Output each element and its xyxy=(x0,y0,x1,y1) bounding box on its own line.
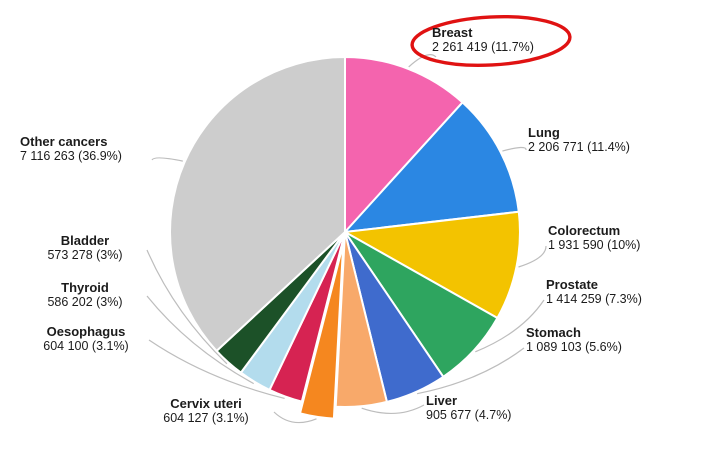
slice-value: 604 100 (3.1%) xyxy=(43,339,129,354)
slice-label-cervix-uteri: Cervix uteri 604 127 (3.1%) xyxy=(140,396,272,426)
leader-line-thyroid xyxy=(146,295,254,385)
slice-value: 1 931 590 (10%) xyxy=(548,238,641,253)
slice-value: 1 089 103 (5.6%) xyxy=(526,340,622,355)
leader-line-prostate xyxy=(475,299,545,353)
slice-name: Bladder xyxy=(60,233,110,248)
slice-label-colorectum: Colorectum 1 931 590 (10%) xyxy=(548,223,640,253)
slice-value: 586 202 (3%) xyxy=(47,295,123,310)
slice-name: Cervix uteri xyxy=(170,396,242,411)
slice-label-breast: Breast 2 261 419 (11.7%) xyxy=(432,25,534,55)
slice-value: 604 127 (3.1%) xyxy=(163,411,249,426)
slice-label-prostate: Prostate 1 414 259 (7.3%) xyxy=(546,277,642,307)
slice-value: 2 261 419 (11.7%) xyxy=(432,40,534,55)
leader-line-breast xyxy=(408,54,437,68)
slice-name: Prostate xyxy=(546,277,599,292)
slice-label-lung: Lung 2 206 771 (11.4%) xyxy=(528,125,630,155)
leader-line-cervix-uteri xyxy=(273,411,317,424)
slice-value: 905 677 (4.7%) xyxy=(426,408,512,423)
leader-line-stomach xyxy=(416,347,525,395)
slice-label-liver: Liver 905 677 (4.7%) xyxy=(426,393,511,423)
slice-label-thyroid: Thyroid 586 202 (3%) xyxy=(25,280,145,310)
slice-value: 7 116 263 (36.9%) xyxy=(20,149,122,164)
slice-value: 1 414 259 (7.3%) xyxy=(546,292,642,307)
pie-slice-colorectum xyxy=(344,210,521,319)
slice-name: Colorectum xyxy=(548,223,621,238)
slice-name: Lung xyxy=(528,125,560,140)
pie-slice-other-cancers xyxy=(169,56,346,352)
pie-slice-lung xyxy=(344,101,520,233)
pie-slice-breast xyxy=(344,56,464,233)
slice-name: Other cancers xyxy=(20,134,108,149)
slice-name: Breast xyxy=(432,25,473,40)
leader-line-bladder xyxy=(146,249,228,365)
red-circle-annotation xyxy=(410,14,572,68)
slice-label-stomach: Stomach 1 089 103 (5.6%) xyxy=(526,325,622,355)
leader-line-colorectum xyxy=(518,245,547,268)
slice-name: Oesophagus xyxy=(46,324,126,339)
pie-slice-cervix-uteri xyxy=(299,242,345,420)
leader-line-other-cancers xyxy=(151,157,183,162)
slice-value: 2 206 771 (11.4%) xyxy=(528,140,630,155)
slice-name: Liver xyxy=(426,393,458,408)
leader-line-liver xyxy=(361,404,425,415)
slice-value: 573 278 (3%) xyxy=(47,248,123,263)
slice-label-other-cancers: Other cancers 7 116 263 (36.9%) xyxy=(20,134,122,164)
slice-label-bladder: Bladder 573 278 (3%) xyxy=(25,233,145,263)
slice-label-oesophagus: Oesophagus 604 100 (3.1%) xyxy=(25,324,147,354)
slice-name: Thyroid xyxy=(61,280,109,295)
pie-slice-liver xyxy=(334,231,388,409)
leader-line-lung xyxy=(502,146,527,152)
leader-line-oesophagus xyxy=(148,339,285,399)
slice-name: Stomach xyxy=(526,325,581,340)
